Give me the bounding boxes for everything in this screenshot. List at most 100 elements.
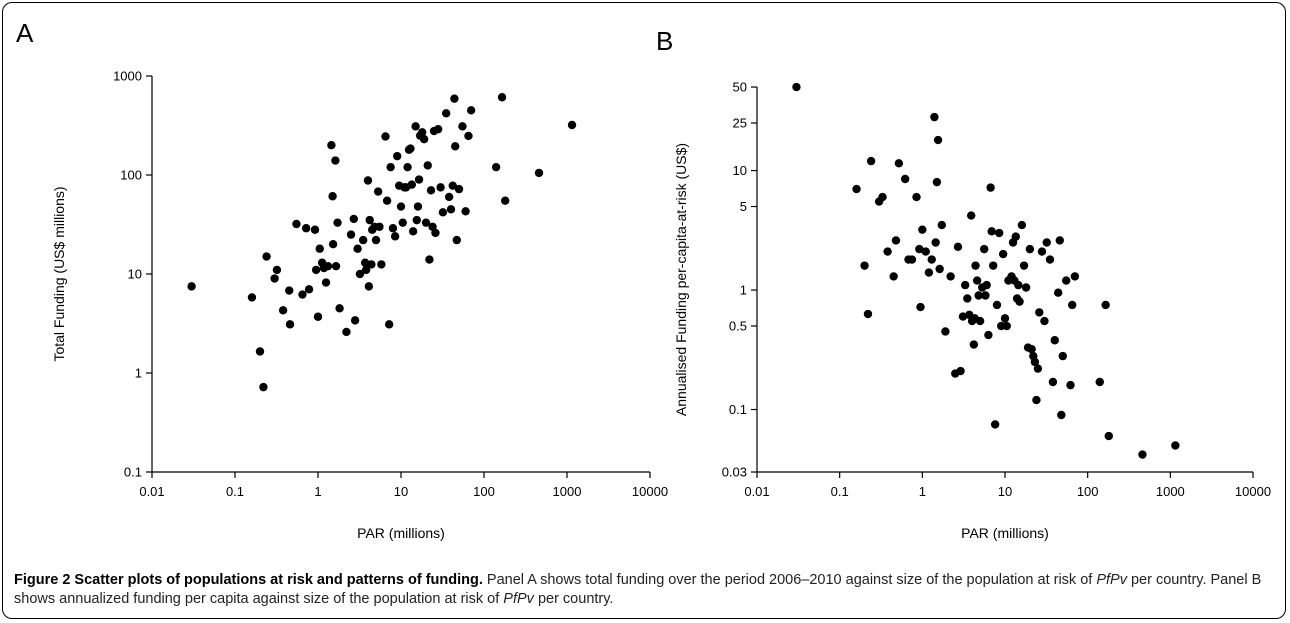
panel-b-x-axis-title: PAR (millions) xyxy=(961,525,1049,541)
panel-a-data-point xyxy=(458,122,467,131)
panel-b-y-axis-title: Annualised Funding per-capita-at-risk (U… xyxy=(673,143,689,416)
panel-a-data-point xyxy=(412,215,421,225)
panel-b-data-point xyxy=(1014,280,1023,290)
panel-a-data-point xyxy=(423,161,432,170)
panel-b-x-tick-label: 1000 xyxy=(1156,484,1185,499)
panel-a-data-point xyxy=(285,286,294,295)
panel-a-data-point xyxy=(448,181,457,190)
panel-a-data-point xyxy=(301,224,311,233)
panel-b-data-point xyxy=(1068,300,1077,310)
panel-a-data-point xyxy=(441,109,451,118)
panel-b-data-point xyxy=(907,255,917,264)
panel-b-data-point xyxy=(852,184,861,194)
panel-b-data-point xyxy=(958,312,968,321)
panel-b-data-point xyxy=(1101,300,1110,310)
panel-a-data-point xyxy=(315,244,324,253)
panel-b-data-point xyxy=(860,261,869,270)
panel-b-data-point xyxy=(937,220,947,230)
panel-a-data-point xyxy=(403,162,412,172)
panel-b-data-point xyxy=(1062,276,1071,285)
panel-a-data-point xyxy=(377,260,386,269)
panel-b-data-point xyxy=(1045,255,1055,264)
panel-a-data-point xyxy=(298,290,307,299)
panel-a-data-point xyxy=(373,187,383,196)
panel-a-data-point xyxy=(247,293,257,302)
panel-b-letter: B xyxy=(656,26,673,56)
panel-b-data-point xyxy=(866,156,876,166)
panel-b-data-point xyxy=(878,192,887,202)
panel-a-data-point xyxy=(364,282,374,291)
panel-b-data-point xyxy=(981,291,990,300)
panel-b-data-point xyxy=(916,302,925,312)
panel-b-data-point xyxy=(933,135,943,145)
panel-b-data-point xyxy=(921,247,930,256)
panel-a-data-point xyxy=(433,125,443,134)
panel-b-data-point xyxy=(969,340,979,349)
panel-b-data-point xyxy=(975,316,985,326)
panel-a-data-point xyxy=(466,106,476,115)
panel-b-data-point xyxy=(979,244,989,254)
panel-b-x-tick-label: 0.01 xyxy=(744,484,769,499)
panel-a-data-point xyxy=(411,122,420,131)
panel-a-y-tick-label: 10 xyxy=(128,267,142,282)
caption-title: Figure 2 Scatter plots of populations at… xyxy=(14,572,483,588)
panel-a-data-point xyxy=(497,93,507,102)
panel-a-data-point xyxy=(331,156,340,165)
panel-b-x-tick-label: 10000 xyxy=(1235,484,1271,499)
panel-b-data-point xyxy=(971,261,980,270)
caption-species-2: PfPv xyxy=(503,591,534,607)
panel-b-data-point xyxy=(1011,232,1020,241)
panel-a-data-point xyxy=(393,151,402,161)
panel-a-data-point xyxy=(417,128,427,137)
panel-a-data-point xyxy=(187,282,196,291)
panel-a-x-tick-label: 1 xyxy=(314,484,321,499)
panel-a-data-point xyxy=(381,132,390,141)
panel-a-data-point xyxy=(310,225,320,234)
panel-a-data-point xyxy=(382,196,392,205)
panel-a-data-point xyxy=(349,214,359,224)
panel-a-data-point xyxy=(408,227,418,236)
panel-a-data-point xyxy=(413,202,423,211)
panel-a-data-point xyxy=(371,235,381,245)
panel-a-data-point xyxy=(500,196,510,205)
panel-a-data-point xyxy=(335,304,344,313)
panel-a-data-point xyxy=(346,230,356,239)
panel-a-data-point xyxy=(361,265,371,275)
panel-a: A 0.01 0.1 1 10 100 1000 10000 0.1 1 10 100 1000 PAR… xyxy=(16,18,668,541)
panel-b-y-tick-label: 10 xyxy=(733,163,747,178)
panel-a-y-tick-label: 0.1 xyxy=(124,465,142,480)
panel-a-x-tick-label: 10000 xyxy=(632,484,668,499)
panel-a-data-point xyxy=(363,176,373,185)
panel-b-data-point xyxy=(984,330,993,340)
panel-a-data-point xyxy=(358,235,368,245)
panel-b-data-point xyxy=(941,327,950,336)
panel-b-data-point xyxy=(990,420,1000,429)
panel-b-data-point xyxy=(966,211,976,220)
panel-b-points xyxy=(792,82,1180,459)
panel-a-data-point xyxy=(311,265,321,275)
panel-b-data-point xyxy=(992,300,1002,310)
panel-a-data-point xyxy=(446,205,456,214)
panel-a-data-point xyxy=(323,261,333,271)
panel-b-y-tick-label: 0.5 xyxy=(729,319,747,334)
panel-b-data-point xyxy=(972,276,982,285)
caption-text-1: Panel A shows total funding over the per… xyxy=(482,572,1097,588)
panel-a-data-point xyxy=(407,180,417,189)
panel-b-data-point xyxy=(792,82,801,92)
panel-a-letter: A xyxy=(16,18,34,48)
panel-a-data-point xyxy=(450,94,459,103)
panel-b-data-point xyxy=(960,280,970,290)
panel-a-data-point xyxy=(464,131,473,141)
panel-a-data-point xyxy=(350,316,360,325)
panel-b-data-point xyxy=(1104,431,1113,441)
panel-b-y-tick-label: 0.03 xyxy=(722,465,747,480)
panel-b-data-point xyxy=(994,228,1004,238)
panel-a-data-point xyxy=(342,327,351,337)
panel-a-data-point xyxy=(414,175,424,184)
panel-b-data-point xyxy=(1030,357,1040,367)
caption-text-3: per country. xyxy=(533,591,614,607)
panel-a-data-point xyxy=(355,269,365,279)
panel-a-data-point xyxy=(406,144,415,153)
figure-caption: Figure 2 Scatter plots of populations at… xyxy=(14,571,1276,609)
panel-a-data-point xyxy=(425,255,434,264)
